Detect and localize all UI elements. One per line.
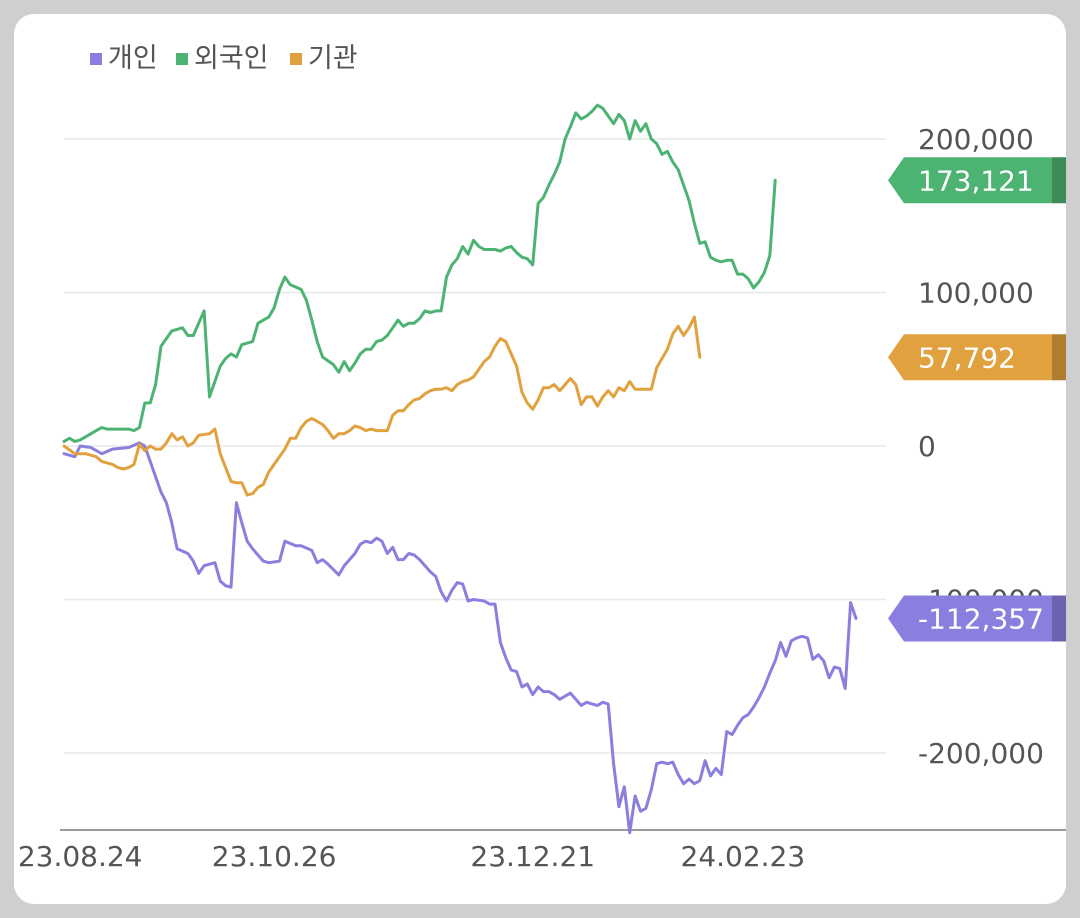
tag-edge <box>1052 595 1066 642</box>
x-axis-tick-labels: 23.08.24 23.10.26 23.12.21 24.02.23 <box>18 840 805 873</box>
series-line-기관 <box>62 315 702 497</box>
y-tick-label: -200,000 <box>918 737 1044 770</box>
legend-item-외국인: 외국인 <box>176 43 269 74</box>
gridlines <box>64 138 886 754</box>
legend-swatch <box>176 53 188 65</box>
y-tick-label: 100,000 <box>918 277 1034 310</box>
legend-label: 개인 <box>108 43 158 74</box>
x-tick-label: 24.02.23 <box>681 840 806 873</box>
tag-background <box>888 334 1066 381</box>
series-line-외국인 <box>62 103 777 443</box>
tag-value: -112,357 <box>918 602 1044 635</box>
last-value-tag-외국인: 173,121 <box>888 157 1066 204</box>
tag-edge <box>1052 334 1066 381</box>
last-value-tag-개인: -112,357 <box>888 595 1066 642</box>
tag-background <box>888 595 1066 642</box>
tag-edge <box>1052 157 1066 204</box>
legend-label: 기관 <box>308 43 358 74</box>
tag-value: 173,121 <box>918 164 1034 197</box>
y-tick-label: 0 <box>918 430 936 463</box>
legend-label: 외국인 <box>194 43 269 74</box>
series-line-개인 <box>62 441 858 835</box>
tag-background <box>888 157 1066 204</box>
legend-item-개인: 개인 <box>90 43 158 74</box>
y-tick-label: 200,000 <box>918 123 1034 156</box>
legend-swatch <box>90 53 102 65</box>
last-value-tag-기관: 57,792 <box>888 334 1066 381</box>
legend: 개인 외국인 기관 <box>90 43 358 74</box>
x-tick-label: 23.10.26 <box>212 840 337 873</box>
last-value-tags: -112,357 173,121 57,792 <box>888 157 1066 642</box>
legend-swatch <box>290 53 302 65</box>
series-lines <box>62 103 858 835</box>
x-tick-label: 23.12.21 <box>470 840 595 873</box>
legend-item-기관: 기관 <box>290 43 358 74</box>
tag-value: 57,792 <box>918 341 1016 374</box>
x-tick-label: 23.08.24 <box>18 840 143 873</box>
